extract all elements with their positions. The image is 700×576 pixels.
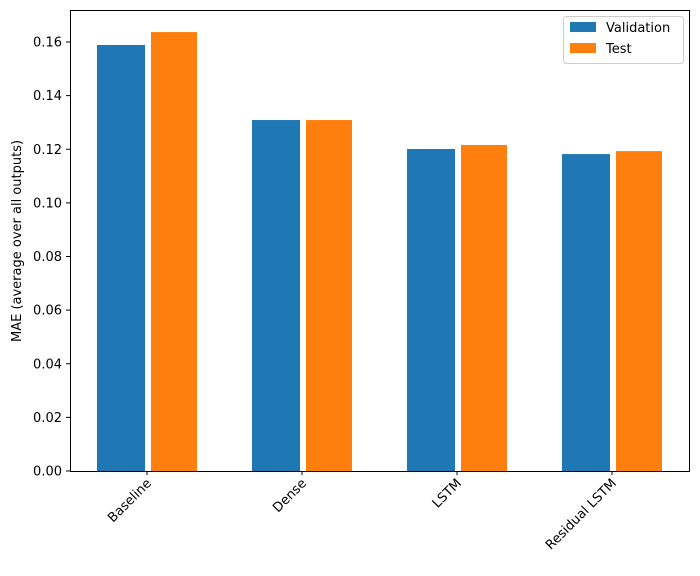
bars	[97, 32, 662, 472]
y-axis-label: MAE (average over all outputs)	[10, 140, 25, 342]
bar-validation-residual-lstm	[562, 154, 610, 472]
y-tick-label: 0.14	[33, 89, 62, 104]
y-tick-label: 0.00	[33, 465, 62, 480]
x-tick-label: LSTM	[430, 476, 465, 511]
bar-test-lstm	[461, 144, 507, 471]
legend-swatch-validation	[570, 22, 596, 32]
x-tick-label: Baseline	[105, 476, 155, 526]
y-tick-label: 0.12	[33, 143, 62, 158]
legend-swatch-test	[570, 43, 596, 53]
y-tick-label: 0.02	[33, 411, 62, 426]
y-tick-label: 0.16	[33, 36, 62, 51]
bar-validation-dense	[252, 120, 300, 471]
legend-label-validation: Validation	[606, 21, 670, 36]
y-axis: 0.00 0.02 0.04 0.06 0.08 0.10 0.12 0.14 0.16	[33, 36, 70, 480]
legend-label-test: Test	[605, 42, 632, 57]
y-tick-label: 0.06	[33, 304, 62, 319]
bar-validation-baseline	[97, 44, 145, 472]
bar-test-residual-lstm	[616, 151, 662, 471]
x-tick-label: Dense	[270, 476, 310, 516]
y-tick-label: 0.10	[33, 196, 62, 211]
bar-test-dense	[306, 120, 352, 471]
y-tick-label: 0.04	[33, 357, 62, 372]
axes-frame	[70, 10, 690, 472]
x-tick-label: Residual LSTM	[543, 476, 620, 553]
legend: Validation Test	[563, 16, 684, 64]
x-axis: Baseline Dense LSTM Residual LSTM	[105, 471, 620, 553]
bar-validation-lstm	[407, 148, 455, 471]
bar-test-baseline	[151, 32, 197, 471]
y-tick-label: 0.08	[33, 250, 62, 265]
